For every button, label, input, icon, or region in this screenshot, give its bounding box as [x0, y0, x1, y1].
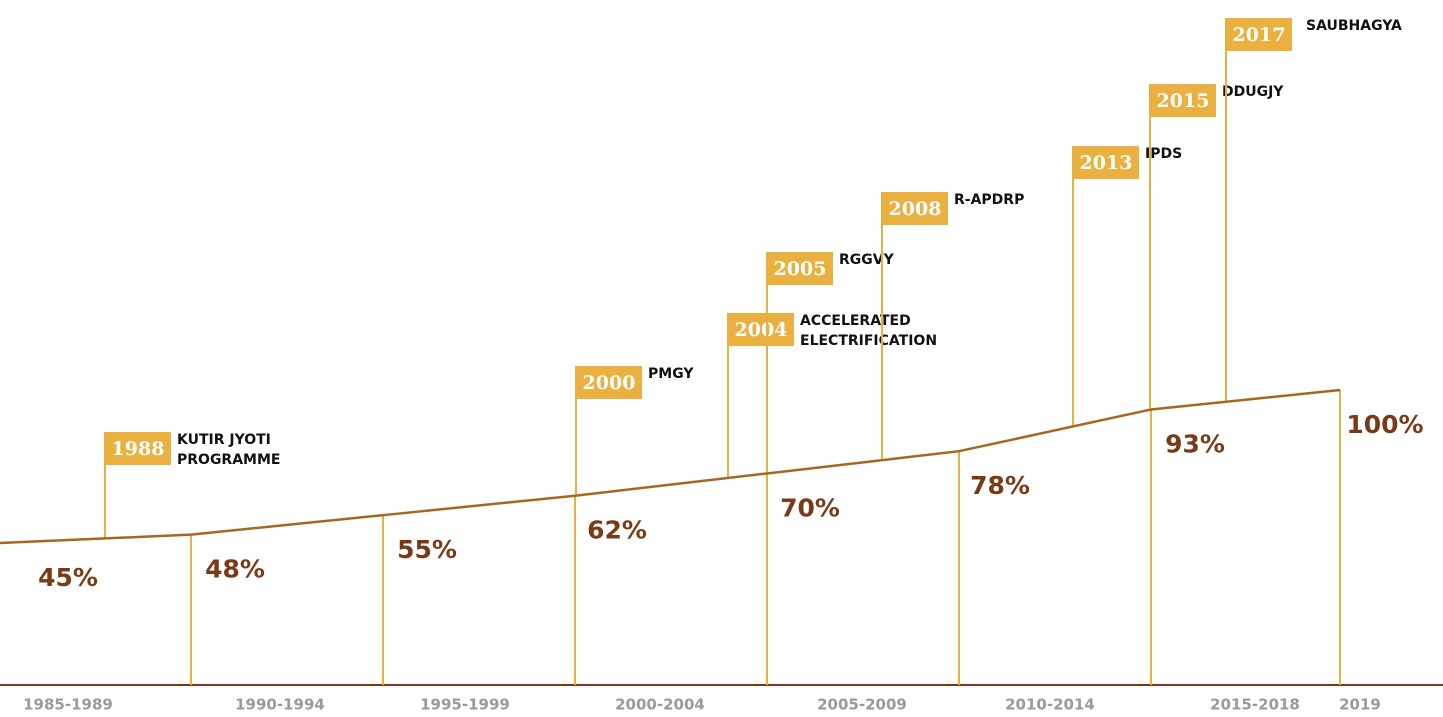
milestone-box — [576, 366, 642, 399]
milestone-year: 2013 — [1080, 152, 1133, 174]
value-label: 100% — [1346, 410, 1423, 439]
x-tick-label: 1985-1989 — [23, 696, 113, 714]
milestone-label: R-APDRP — [954, 192, 1024, 208]
value-label: 70% — [780, 493, 840, 522]
x-tick-label: 2015-2018 — [1210, 696, 1300, 714]
milestone-label: PROGRAMME — [177, 452, 280, 468]
milestone-label: ACCELERATED — [800, 313, 911, 329]
x-tick-label: 1990-1994 — [235, 696, 325, 714]
milestone-label: KUTIR JYOTI — [177, 432, 271, 448]
value-label: 93% — [1165, 429, 1225, 458]
value-label: 45% — [38, 563, 98, 592]
x-tick-label: 1995-1999 — [420, 696, 510, 714]
milestone-year: 2004 — [735, 319, 788, 341]
milestone-year: 2005 — [774, 258, 827, 280]
milestone-year: 2015 — [1157, 90, 1210, 112]
milestone-box — [1073, 146, 1139, 179]
milestone-box — [1226, 18, 1292, 51]
milestone-box — [882, 192, 948, 225]
milestone-label: SAUBHAGYA — [1306, 18, 1402, 34]
milestone-box — [767, 252, 833, 285]
x-tick-label: 2010-2014 — [1005, 696, 1095, 714]
milestone-label: ELECTRIFICATION — [800, 333, 937, 349]
milestone-label: IPDS — [1145, 146, 1182, 162]
x-tick-label: 2005-2009 — [817, 696, 907, 714]
line — [0, 388, 1341, 545]
milestone-box — [728, 313, 794, 346]
x-tick-label: 2019 — [1339, 696, 1381, 714]
milestone-label: PMGY — [648, 366, 694, 382]
value-label: 48% — [205, 555, 265, 584]
milestone-year: 2008 — [889, 198, 942, 220]
value-label: 78% — [970, 471, 1030, 500]
milestone-label: DDUGJY — [1222, 84, 1284, 100]
milestone-label: RGGVY — [839, 252, 895, 268]
x-tick-label: 2000-2004 — [615, 696, 705, 714]
milestone-year: 2000 — [583, 372, 636, 394]
milestone-year: 1988 — [112, 438, 165, 460]
value-label: 55% — [397, 535, 457, 564]
milestone-year: 2017 — [1233, 24, 1286, 46]
milestone-box — [105, 432, 171, 465]
milestone-box — [1150, 84, 1216, 117]
value-label: 62% — [587, 516, 647, 545]
